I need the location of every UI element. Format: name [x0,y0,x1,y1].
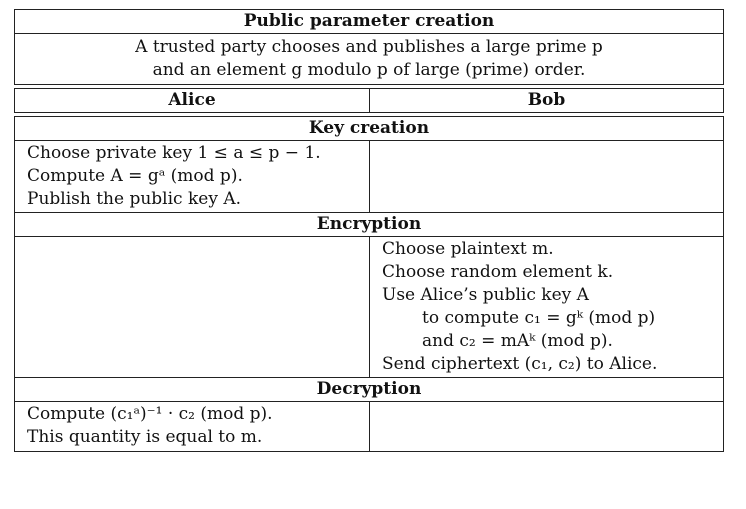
encryption-bob-cell: Choose plaintext m. Choose random elemen… [370,237,723,377]
encryption-step-6: Send ciphertext (c₁, c₂) to Alice. [382,354,658,374]
decryption-step-2: This quantity is equal to m. [27,427,263,447]
key-creation-alice-cell: Choose private key 1 ≤ a ≤ p − 1. Comput… [15,141,370,212]
encryption-step-5: and c₂ = mAᵏ (mod p). [422,331,613,351]
public-parameter-line-2: and an element g modulo p of large (prim… [152,60,586,80]
decryption-bob-cell [370,402,723,451]
key-creation-step-3: Publish the public key A. [27,189,242,209]
section-title-key-creation: Key creation [308,118,430,138]
section-title-decryption: Decryption [316,379,422,399]
column-header-alice: Alice [15,89,370,112]
encryption-step-3: Use Alice’s public key A [382,285,589,305]
key-creation-step-1: Choose private key 1 ≤ a ≤ p − 1. [27,143,321,163]
protocol-steps-box: Key creation Choose private key 1 ≤ a ≤ … [14,116,724,452]
elgamal-table: Public parameter creation A trusted part… [14,9,724,452]
encryption-step-4: to compute c₁ = gᵏ (mod p) [422,308,656,328]
party-header-row: Alice Bob [14,88,724,113]
key-creation-bob-cell [370,141,723,212]
key-creation-row: Choose private key 1 ≤ a ≤ p − 1. Comput… [15,141,723,212]
public-parameter-title: Public parameter creation [243,11,495,31]
column-header-bob: Bob [527,90,566,110]
key-creation-step-2: Compute A = gᵃ (mod p). [27,166,243,186]
public-parameter-line-1: A trusted party chooses and publishes a … [135,37,603,57]
encryption-row: Choose plaintext m. Choose random elemen… [15,237,723,377]
encryption-step-1: Choose plaintext m. [382,239,554,259]
encryption-step-2: Choose random element k. [382,262,614,282]
decryption-alice-cell: Compute (c₁ᵃ)⁻¹ · c₂ (mod p). This quant… [15,402,370,451]
public-parameter-box: Public parameter creation A trusted part… [14,9,724,85]
decryption-step-1: Compute (c₁ᵃ)⁻¹ · c₂ (mod p). [27,404,273,424]
encryption-alice-cell [15,237,370,377]
section-title-encryption: Encryption [316,214,422,234]
decryption-row: Compute (c₁ᵃ)⁻¹ · c₂ (mod p). This quant… [15,402,723,451]
